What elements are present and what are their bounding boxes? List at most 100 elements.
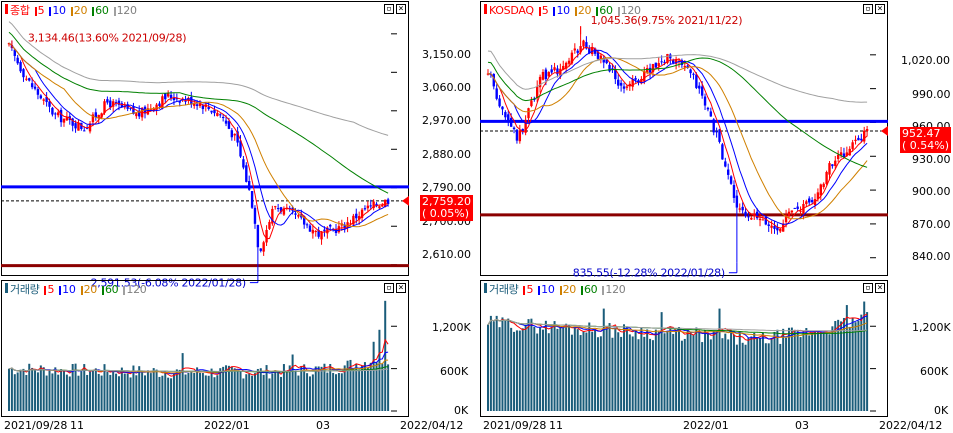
- volume-bar: [631, 336, 634, 411]
- volume-bar: [245, 374, 248, 411]
- candle-body: [857, 137, 860, 141]
- volume-ma-line: [487, 318, 868, 332]
- volume-bar: [57, 374, 60, 411]
- candle-body: [230, 130, 234, 138]
- candle-body: [651, 64, 655, 73]
- volume-bar: [730, 330, 733, 411]
- candles-group: [7, 40, 390, 273]
- left-volume-close-icon[interactable]: ×: [396, 283, 406, 293]
- left-volume-chart[interactable]: [1, 280, 409, 417]
- candle-body: [605, 59, 608, 64]
- volume-bar: [840, 321, 843, 411]
- volume-bar: [253, 373, 256, 411]
- volume-bar: [378, 329, 381, 411]
- right-vlegend-ma5: 5: [526, 283, 534, 296]
- volume-bar: [297, 375, 300, 411]
- candle-body: [132, 106, 135, 114]
- volume-bar: [732, 334, 735, 411]
- right-maximize-icon[interactable]: ▫: [863, 4, 873, 14]
- volume-bar: [219, 368, 222, 411]
- left-volume-maximize-icon[interactable]: ▫: [384, 283, 394, 293]
- candle-body: [501, 106, 504, 110]
- volume-bar: [158, 376, 161, 411]
- candle-body: [253, 207, 257, 224]
- volume-bar: [504, 320, 507, 411]
- candle-body: [268, 221, 271, 229]
- right-legend-ma20: 20: [577, 4, 592, 17]
- candle-body: [660, 61, 663, 63]
- volume-bar: [680, 340, 683, 411]
- right-price-chart[interactable]: 1,045.36(9.75% 2021/11/22) 835.55(-12.28%…: [480, 1, 888, 280]
- right-price-pane[interactable]: [480, 1, 888, 276]
- volume-bar: [524, 324, 527, 411]
- volume-bar: [22, 368, 25, 411]
- candle-body: [152, 109, 155, 112]
- volume-bar: [550, 326, 553, 411]
- candle-body: [239, 140, 242, 157]
- candle-body: [619, 82, 623, 86]
- volume-bar: [317, 366, 320, 411]
- candle-body: [715, 131, 718, 133]
- left-close-icon[interactable]: ×: [396, 4, 406, 14]
- volume-bar: [155, 369, 158, 411]
- left-legend-ma10: 10: [52, 4, 66, 17]
- candle-body: [729, 176, 733, 184]
- left-legend-ma60: 60: [95, 4, 109, 17]
- left-volume-pane[interactable]: [1, 280, 409, 417]
- volume-bars: [8, 300, 390, 411]
- candle-body: [553, 67, 556, 71]
- volume-bar: [605, 325, 608, 411]
- candle-body: [77, 122, 80, 131]
- right-volume-pane[interactable]: [480, 280, 888, 417]
- candle-body: [117, 100, 121, 105]
- right-close-icon[interactable]: ×: [875, 4, 885, 14]
- left-price-pane[interactable]: [1, 1, 409, 276]
- volume-bar: [54, 367, 57, 411]
- candle-body: [810, 200, 814, 203]
- volume-bar: [782, 328, 785, 411]
- volume-bar: [860, 314, 863, 411]
- right-volume-maximize-icon[interactable]: ▫: [863, 283, 873, 293]
- candle-body: [83, 130, 86, 132]
- volume-bar: [303, 364, 306, 411]
- candle-body: [126, 104, 129, 109]
- volume-bar: [355, 363, 358, 411]
- volume-bar: [184, 374, 187, 411]
- candle-body: [51, 107, 54, 115]
- volume-bar: [294, 370, 297, 411]
- candle-body: [622, 86, 626, 89]
- volume-bar: [588, 322, 591, 411]
- volume-bar: [851, 318, 854, 411]
- volume-bar: [384, 300, 387, 411]
- volume-bar: [230, 366, 233, 411]
- volume-bar: [741, 342, 744, 411]
- candle-body: [535, 86, 539, 98]
- candle-body: [773, 225, 776, 229]
- candle-body: [582, 40, 585, 47]
- right-volume-close-icon[interactable]: ×: [875, 283, 885, 293]
- volume-bar: [45, 375, 48, 411]
- volume-bar: [361, 365, 364, 411]
- volume-bar: [799, 337, 802, 411]
- left-vlegend-ma10: 10: [62, 283, 76, 296]
- candle-body: [120, 103, 124, 108]
- right-volume-chart[interactable]: [480, 280, 888, 417]
- candle-body: [109, 100, 112, 108]
- candle-body: [294, 213, 297, 215]
- candle-body: [236, 131, 239, 143]
- volume-bar: [492, 321, 495, 411]
- candle-body: [625, 86, 629, 88]
- left-maximize-icon[interactable]: ▫: [384, 4, 394, 14]
- left-price-chart[interactable]: 3,134.46(13.60% 2021/09/28) 2,591.53(-6.0…: [1, 1, 409, 290]
- volume-bar: [300, 365, 303, 411]
- volume-bar: [216, 375, 219, 411]
- candle-body: [747, 216, 750, 218]
- candle-body: [94, 112, 98, 118]
- left-ytick-2: 3,060.00: [422, 81, 471, 94]
- left-legend-ma120: 120: [116, 4, 137, 17]
- volume-bar: [268, 378, 271, 411]
- candle-body: [556, 68, 559, 75]
- candle-body: [712, 119, 715, 133]
- left-vlegend-ma5: 5: [47, 283, 55, 296]
- left-date-4: 03: [316, 419, 330, 432]
